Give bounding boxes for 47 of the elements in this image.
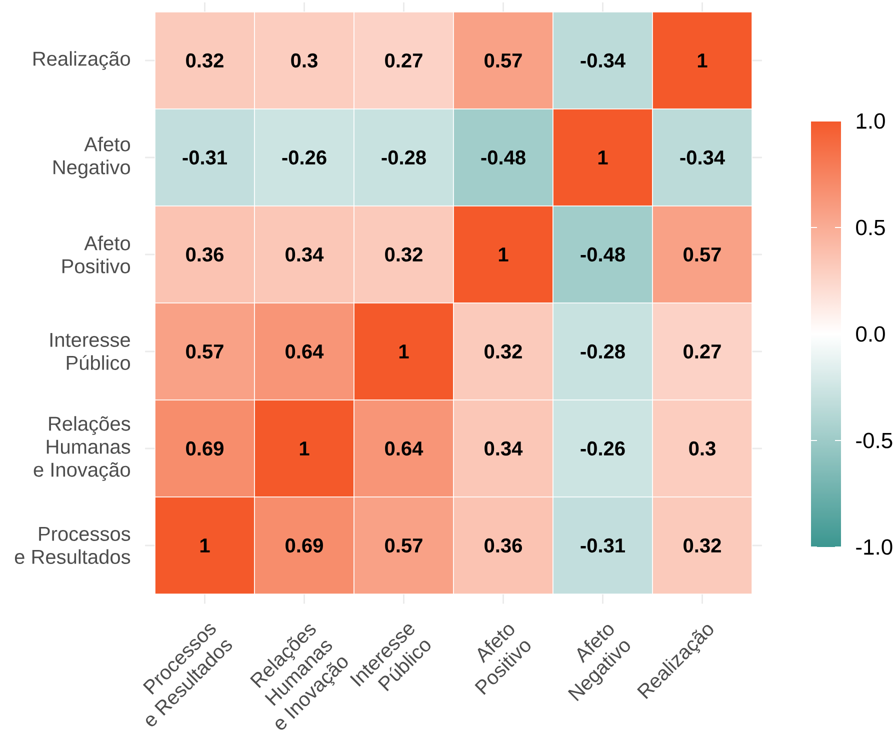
data-label: 0.3 [291,53,318,68]
data-label: -0.26 [282,150,326,165]
data-label: 0.36 [186,247,224,262]
y-tick-label: Afeto Negativo [54,136,130,178]
data-label: 1 [399,344,409,358]
data-label: 0.32 [684,538,721,553]
data-label: 0.27 [385,53,422,68]
data-label: 0.34 [286,247,324,262]
data-label: -0.48 [481,150,526,165]
data-label: 1 [200,538,210,552]
color-bar-label: -0.5 [856,432,892,448]
data-label: 0.3 [689,441,716,456]
data-label: 1 [698,54,708,68]
data-label: 0.34 [484,441,523,456]
data-label: 0.69 [186,441,224,456]
y-tick-label: Realização [34,51,130,70]
data-label: 0.64 [286,344,324,359]
data-label: 0.32 [484,344,522,359]
color-bar-label: -1.0 [856,539,892,555]
data-label: -0.28 [580,344,625,359]
data-label: 0.57 [186,344,224,359]
data-label: -0.34 [680,150,725,165]
data-label: 0.27 [684,344,721,359]
data-label: 0.57 [385,538,422,553]
data-label: -0.28 [382,150,426,165]
y-tick-label: Interesse Público [50,333,130,370]
data-label: -0.31 [182,150,227,165]
data-label: 1 [498,248,508,262]
data-label: 0.64 [385,441,424,456]
data-label: 1 [598,150,608,164]
color-bar-label: 0.5 [856,220,885,236]
data-label: -0.34 [580,53,626,68]
color-bar-label: 1.0 [856,113,885,129]
data-label: 0.32 [186,53,224,68]
data-label: 0.69 [286,538,323,553]
data-label: -0.31 [580,538,625,553]
data-label: 0.57 [484,53,522,68]
y-tick-label: Processos e Resultados [14,527,130,564]
data-label: 0.32 [385,247,422,262]
data-label: -0.26 [580,441,625,456]
y-tick-label: Relações Humanas e Inovação [34,416,130,481]
data-label: 1 [300,442,310,456]
y-tick-label: Afeto Positivo [62,236,130,274]
data-label: -0.48 [580,247,625,262]
data-label: 0.36 [484,538,522,553]
color-bar-label: 0.0 [856,326,885,342]
data-label: 0.57 [684,247,721,262]
